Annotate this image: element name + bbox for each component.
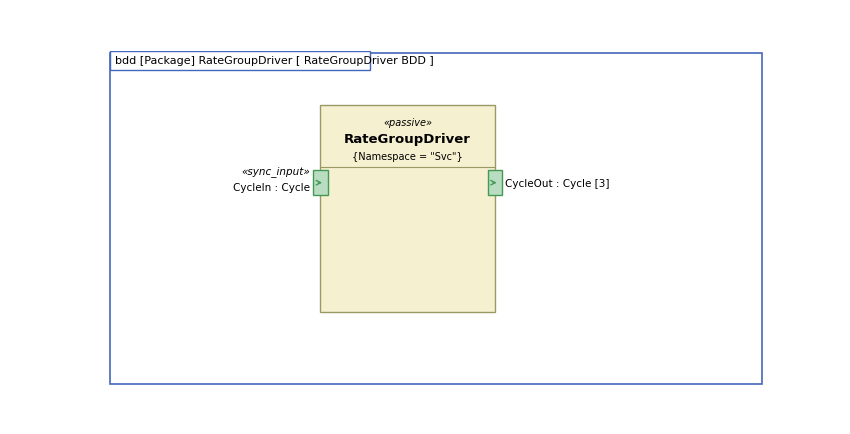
Text: CycleOut : Cycle [3]: CycleOut : Cycle [3] <box>506 178 610 188</box>
Bar <box>313 171 327 196</box>
Text: bdd [Package] RateGroupDriver [ RateGroupDriver BDD ]: bdd [Package] RateGroupDriver [ RateGrou… <box>115 56 434 66</box>
Text: CycleIn : Cycle: CycleIn : Cycle <box>233 183 309 193</box>
Text: «passive»: «passive» <box>383 118 432 128</box>
Bar <box>488 171 502 196</box>
Text: RateGroupDriver: RateGroupDriver <box>344 132 471 145</box>
Bar <box>320 105 495 313</box>
Text: {Namespace = "Svc"}: {Namespace = "Svc"} <box>352 151 463 161</box>
Bar <box>110 52 370 70</box>
Text: «sync_input»: «sync_input» <box>241 165 309 176</box>
